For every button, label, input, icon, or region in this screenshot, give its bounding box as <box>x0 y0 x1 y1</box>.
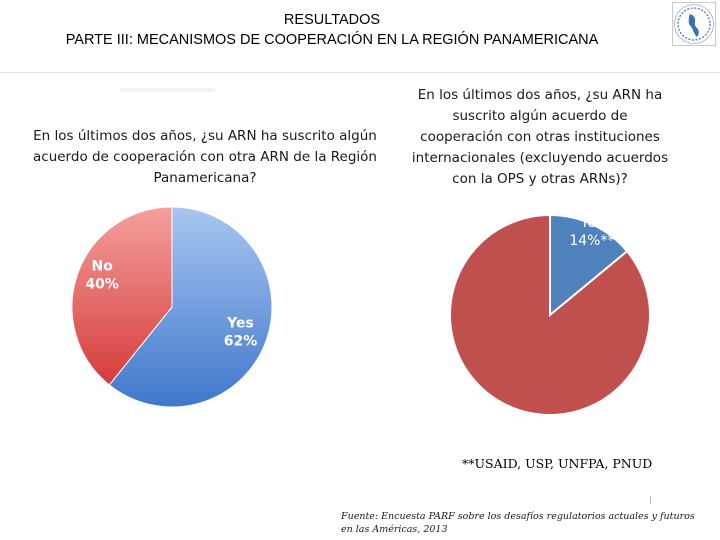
slice-label-no-name: No <box>92 258 114 274</box>
header-band: RESULTADOS PARTE III: MECANISMOS DE COOP… <box>0 0 720 73</box>
source-note: Fuente: Encuesta PARF sobre los desafíos… <box>341 511 695 535</box>
divider <box>650 496 651 504</box>
red-parf-globe-logo-icon <box>672 2 716 46</box>
pie-slice-yes <box>108 206 273 408</box>
pie-slice-no <box>71 206 173 386</box>
left-pie-chart: Yes 62% No 40% <box>71 206 273 408</box>
slice-label-no-name: No <box>490 416 509 425</box>
header-subtitle: PARTE III: MECANISMOS DE COOPERACIÓN EN … <box>65 32 599 48</box>
slice-label-yes-name: Yes <box>580 215 604 231</box>
pie-slice-no <box>449 213 651 416</box>
pie-slice-yes <box>549 213 629 318</box>
footnote: **USAID, USP, UNFPA, PNUD <box>462 456 653 471</box>
left-question: En los últimos dos años, ¿su ARN ha susc… <box>33 128 377 186</box>
slice-label-yes-name: Yes <box>226 316 254 332</box>
slice-label-yes-value: 62% <box>224 334 258 350</box>
decor-bar <box>120 88 215 92</box>
header-title: RESULTADOS <box>283 12 381 28</box>
slice-label-no-value: 40% <box>85 276 119 292</box>
slice-label-yes-value: 14%** <box>569 233 614 249</box>
right-question: En los últimos dos años, ¿su ARN ha susc… <box>411 87 669 187</box>
